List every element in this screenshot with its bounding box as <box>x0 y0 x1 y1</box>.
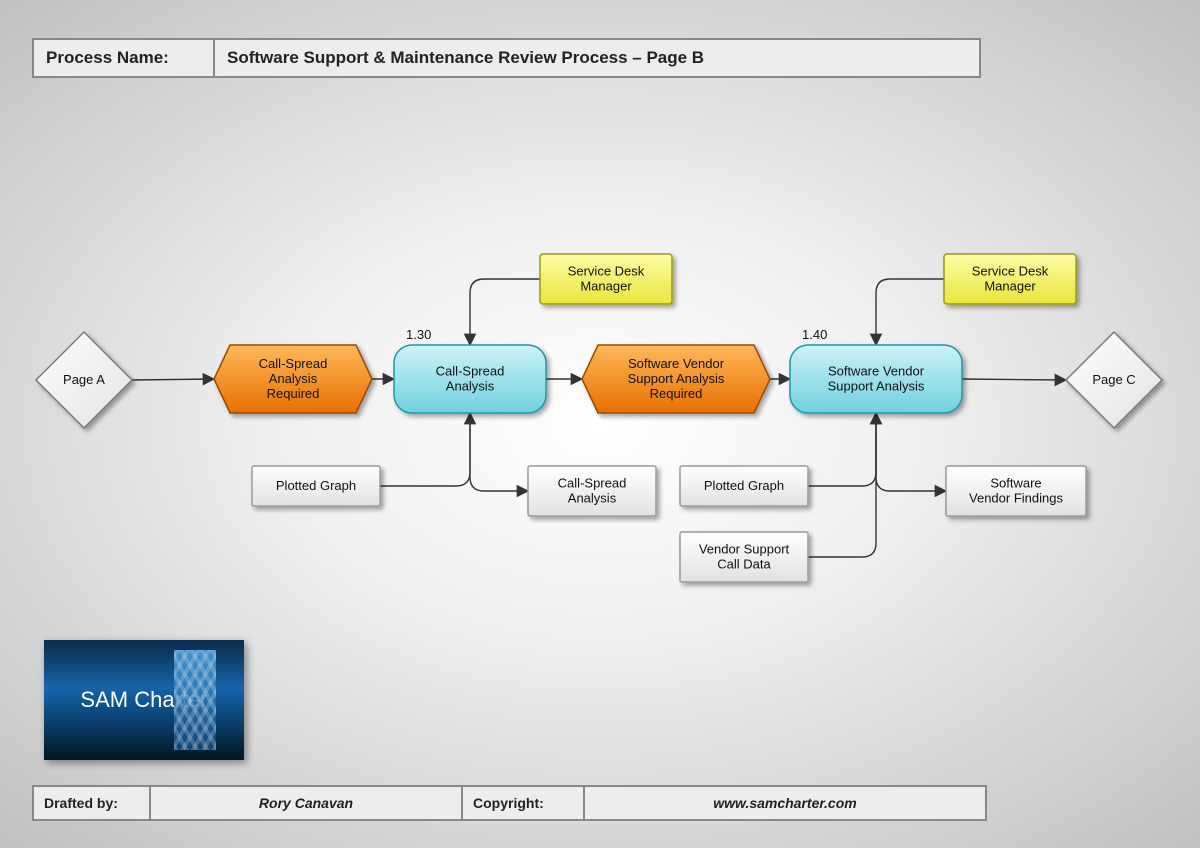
svg-text:Call-Spread: Call-Spread <box>436 364 505 379</box>
edge-round1-box_csa <box>470 413 528 491</box>
svg-text:Software Vendor: Software Vendor <box>628 356 725 371</box>
edge-box_plot2-round2 <box>808 413 876 486</box>
drafted-label: Drafted by: <box>33 786 150 820</box>
node-id-round2: 1.40 <box>802 327 827 342</box>
logo-badge: SAM Charter <box>44 640 244 760</box>
page-canvas: Process Name: Software Support & Mainten… <box>0 0 1200 848</box>
svg-text:Support Analysis: Support Analysis <box>828 379 925 394</box>
svg-text:Service Desk: Service Desk <box>972 264 1049 279</box>
edge-yel1-round1 <box>470 279 540 345</box>
svg-text:Analysis: Analysis <box>269 371 318 386</box>
svg-text:Call-Spread: Call-Spread <box>259 356 328 371</box>
svg-text:Call Data: Call Data <box>717 557 771 572</box>
edge-round2-box_svf <box>876 413 946 491</box>
svg-text:Manager: Manager <box>580 279 632 294</box>
svg-text:Vendor Support: Vendor Support <box>699 542 790 557</box>
svg-text:Required: Required <box>267 386 320 401</box>
svg-text:Required: Required <box>650 386 703 401</box>
edge-pageA-hex1 <box>132 379 214 380</box>
svg-text:Call-Spread: Call-Spread <box>558 476 627 491</box>
svg-text:Manager: Manager <box>984 279 1036 294</box>
copyright-label: Copyright: <box>462 786 584 820</box>
svg-text:Service Desk: Service Desk <box>568 264 645 279</box>
svg-text:Plotted Graph: Plotted Graph <box>704 478 784 493</box>
helix-graphic <box>174 650 216 750</box>
svg-text:Page C: Page C <box>1092 372 1135 387</box>
svg-text:Support Analysis: Support Analysis <box>628 371 725 386</box>
edge-box_plot1-round1 <box>380 413 470 486</box>
edge-yel2-round2 <box>876 279 944 345</box>
footer-table: Drafted by: Rory Canavan Copyright: www.… <box>32 785 987 821</box>
svg-text:Vendor Findings: Vendor Findings <box>969 491 1063 506</box>
drafted-value: Rory Canavan <box>150 786 462 820</box>
edge-round2-pageC <box>962 379 1066 380</box>
svg-text:Analysis: Analysis <box>446 379 495 394</box>
svg-text:Analysis: Analysis <box>568 491 617 506</box>
svg-text:Plotted Graph: Plotted Graph <box>276 478 356 493</box>
copyright-value: www.samcharter.com <box>584 786 986 820</box>
node-id-round1: 1.30 <box>406 327 431 342</box>
svg-text:Software: Software <box>990 476 1041 491</box>
svg-text:Software Vendor: Software Vendor <box>828 364 925 379</box>
svg-text:Page A: Page A <box>63 372 105 387</box>
